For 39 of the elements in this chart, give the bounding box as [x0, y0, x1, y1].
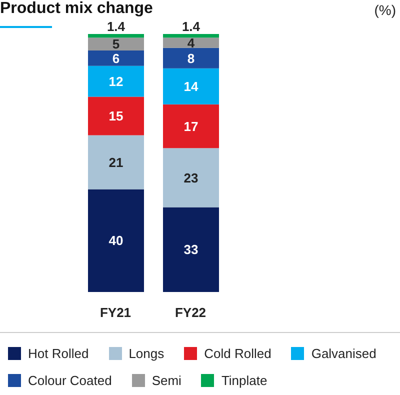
- data-label: 4: [187, 35, 196, 50]
- data-label: 8: [187, 50, 195, 66]
- bar: [88, 189, 144, 292]
- bar: [163, 148, 219, 208]
- text: (%): [374, 2, 396, 18]
- x-tick-label: FY21: [100, 305, 132, 320]
- bar: [163, 207, 219, 292]
- bar: [88, 66, 144, 97]
- legend-label: Cold Rolled: [204, 346, 272, 361]
- bar: [88, 96, 144, 136]
- bar: [88, 50, 144, 66]
- x-tick-label: FY22: [174, 305, 206, 320]
- bar: [88, 34, 144, 38]
- chart-title: Product mix change: [0, 0, 153, 18]
- data-label: 12: [108, 74, 124, 89]
- bar: [163, 48, 219, 68]
- bar: [163, 104, 219, 148]
- data-label: 6: [112, 50, 120, 66]
- bar: [88, 135, 144, 190]
- legend-label: Tinplate: [221, 373, 268, 388]
- legend-label: Hot Rolled: [28, 346, 89, 361]
- legend-label: Semi: [152, 373, 182, 388]
- data-label: 5: [112, 36, 120, 52]
- data-label: 1.4: [106, 19, 126, 34]
- data-label: 21: [108, 154, 124, 170]
- bar: [163, 38, 219, 48]
- legend-label: Colour Coated: [28, 373, 112, 388]
- data-label: 23: [184, 170, 198, 186]
- legend-label: Longs: [128, 346, 164, 361]
- data-label: 15: [108, 108, 124, 124]
- data-label: 40: [108, 233, 124, 248]
- bar: [88, 38, 144, 50]
- data-label: 14: [184, 79, 199, 94]
- bar: [163, 68, 219, 104]
- bar: [163, 34, 219, 38]
- data-label: 1.4: [182, 19, 201, 34]
- legend-label: Galvanised: [311, 346, 376, 361]
- data-label: 17: [184, 118, 198, 134]
- data-label: 33: [184, 242, 198, 258]
